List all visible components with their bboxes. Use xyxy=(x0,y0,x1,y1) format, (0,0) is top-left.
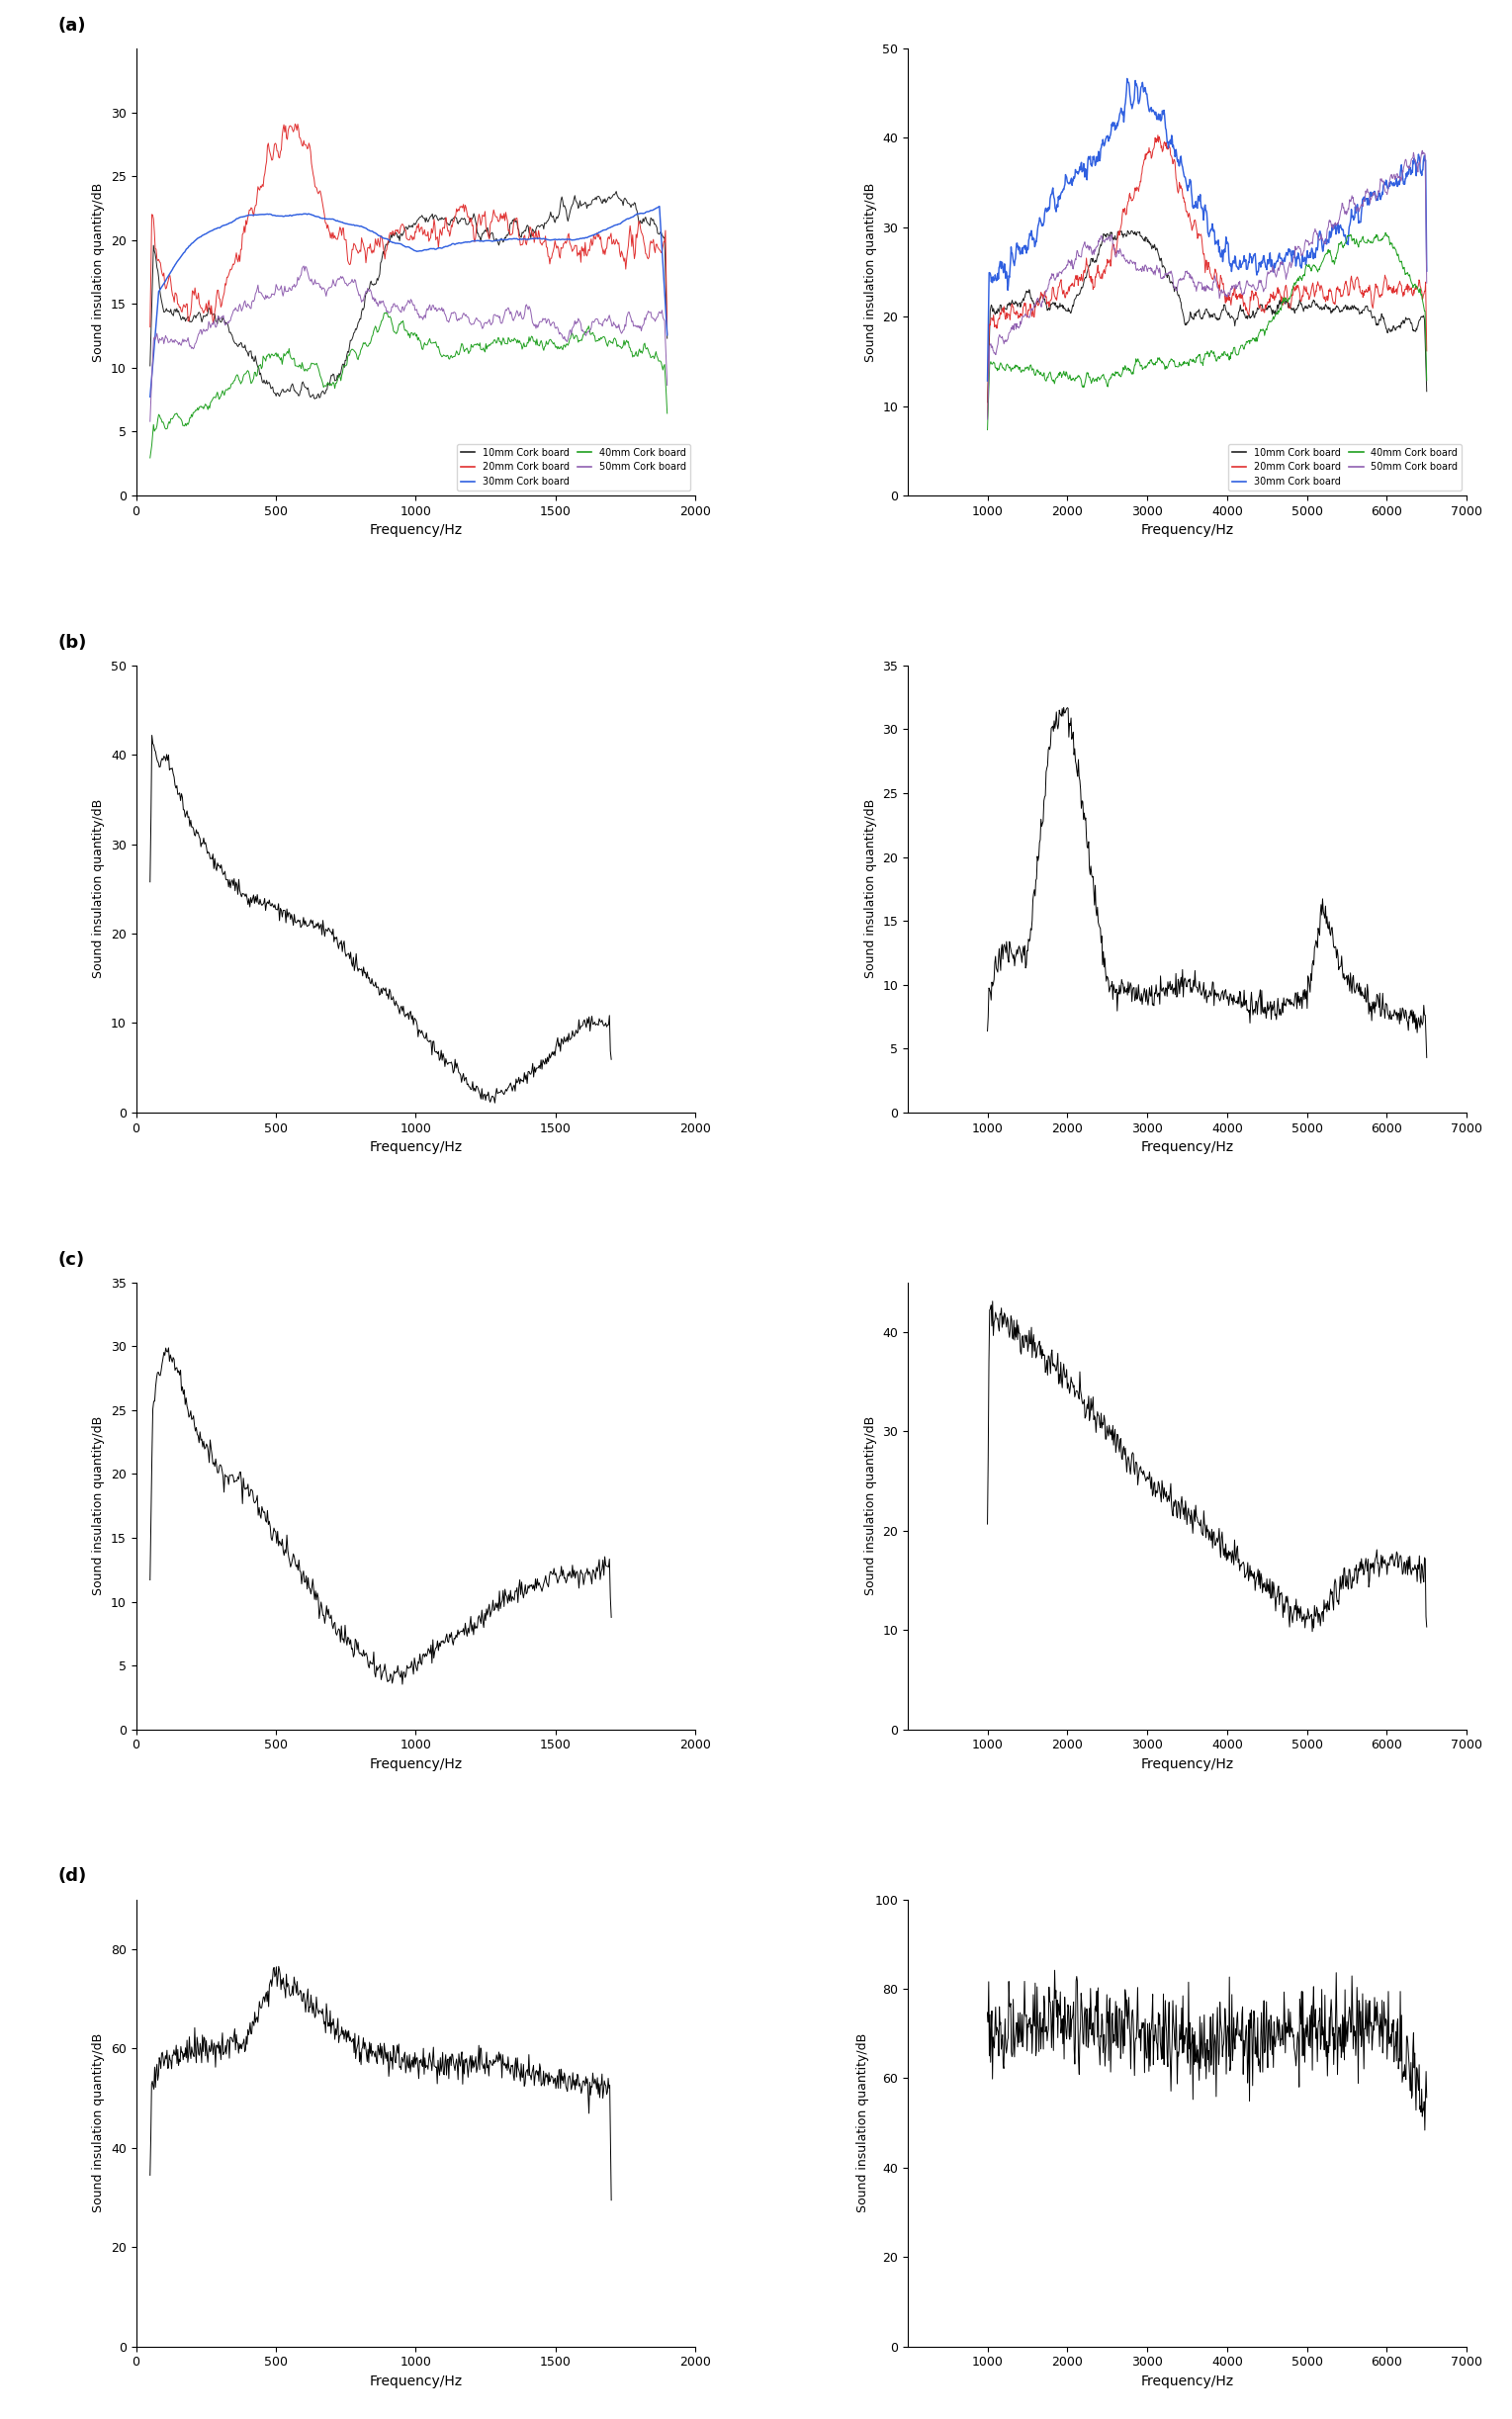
Y-axis label: Sound insulation quantity/dB: Sound insulation quantity/dB xyxy=(92,181,106,360)
X-axis label: Frequency/Hz: Frequency/Hz xyxy=(1140,1139,1234,1154)
X-axis label: Frequency/Hz: Frequency/Hz xyxy=(1140,1759,1234,1771)
Y-axis label: Sound insulation quantity/dB: Sound insulation quantity/dB xyxy=(863,1415,877,1597)
X-axis label: Frequency/Hz: Frequency/Hz xyxy=(369,1759,463,1771)
X-axis label: Frequency/Hz: Frequency/Hz xyxy=(1140,523,1234,537)
X-axis label: Frequency/Hz: Frequency/Hz xyxy=(369,1139,463,1154)
Text: (b): (b) xyxy=(57,634,86,651)
Text: (d): (d) xyxy=(57,1867,86,1884)
X-axis label: Frequency/Hz: Frequency/Hz xyxy=(1140,2375,1234,2388)
Y-axis label: Sound insulation quantity/dB: Sound insulation quantity/dB xyxy=(863,181,877,360)
X-axis label: Frequency/Hz: Frequency/Hz xyxy=(369,523,463,537)
Y-axis label: Sound insulation quantity/dB: Sound insulation quantity/dB xyxy=(856,2034,869,2213)
Y-axis label: Sound insulation quantity/dB: Sound insulation quantity/dB xyxy=(92,1415,106,1597)
X-axis label: Frequency/Hz: Frequency/Hz xyxy=(369,2375,463,2388)
Text: (c): (c) xyxy=(57,1251,85,1268)
Legend: 10mm Cork board, 20mm Cork board, 30mm Cork board, 40mm Cork board, 50mm Cork bo: 10mm Cork board, 20mm Cork board, 30mm C… xyxy=(1228,443,1462,491)
Y-axis label: Sound insulation quantity/dB: Sound insulation quantity/dB xyxy=(92,2034,106,2213)
Text: (a): (a) xyxy=(57,17,86,34)
Legend: 10mm Cork board, 20mm Cork board, 30mm Cork board, 40mm Cork board, 50mm Cork bo: 10mm Cork board, 20mm Cork board, 30mm C… xyxy=(457,443,691,491)
Y-axis label: Sound insulation quantity/dB: Sound insulation quantity/dB xyxy=(92,798,106,980)
Y-axis label: Sound insulation quantity/dB: Sound insulation quantity/dB xyxy=(863,798,877,980)
